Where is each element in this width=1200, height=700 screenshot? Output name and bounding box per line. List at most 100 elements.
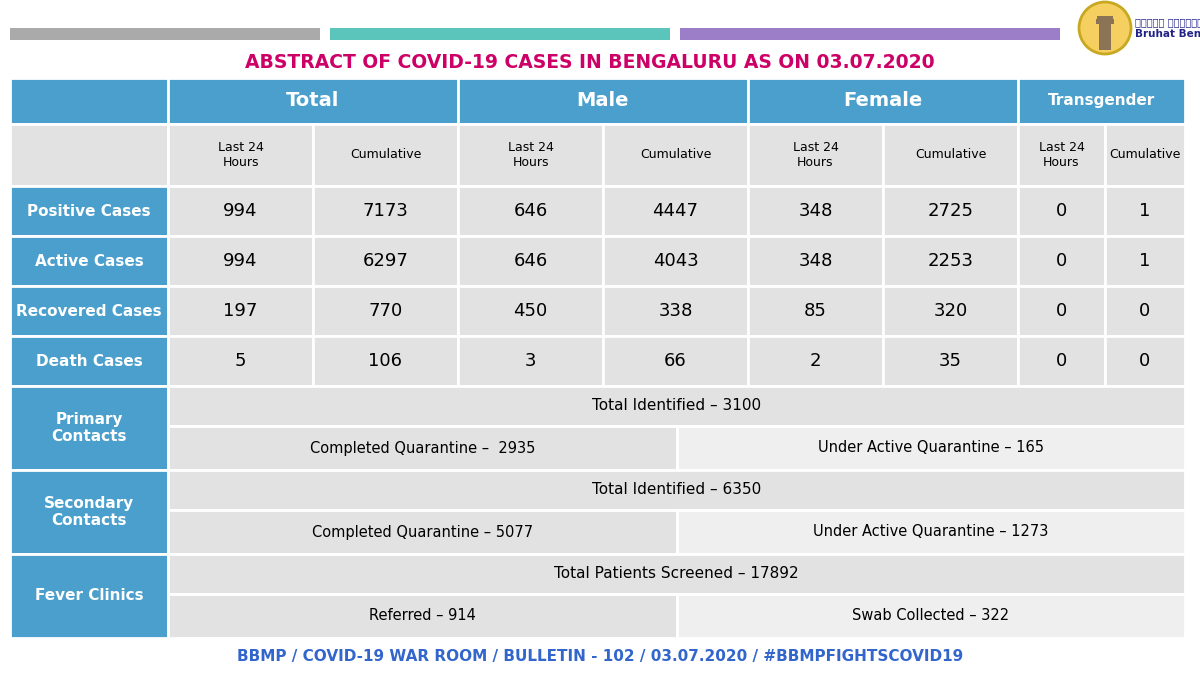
Bar [748, 78, 1018, 124]
Bar [168, 554, 1186, 594]
Bar [748, 336, 883, 386]
Text: 106: 106 [368, 352, 402, 370]
Text: Female: Female [844, 92, 923, 111]
Bar [1105, 236, 1186, 286]
Bar [168, 510, 677, 554]
Bar [10, 78, 168, 124]
Text: Total: Total [287, 92, 340, 111]
Bar [748, 286, 883, 336]
Bar [168, 470, 1186, 510]
Bar [168, 594, 677, 638]
Bar [883, 236, 1018, 286]
Text: 0: 0 [1056, 352, 1067, 370]
Bar [604, 124, 748, 186]
Bar [677, 426, 1186, 470]
Text: Bruhat Bengaluru Mahanagara Palike: Bruhat Bengaluru Mahanagara Palike [1135, 29, 1200, 39]
Text: 0: 0 [1056, 302, 1067, 320]
Text: 646: 646 [514, 252, 547, 270]
Bar [168, 426, 677, 470]
Bar [1099, 22, 1111, 50]
Text: Recovered Cases: Recovered Cases [16, 304, 162, 318]
Text: 320: 320 [934, 302, 967, 320]
Text: Last 24
Hours: Last 24 Hours [1038, 141, 1085, 169]
Text: 4447: 4447 [653, 202, 698, 220]
Bar [313, 124, 458, 186]
Text: Completed Quarantine – 5077: Completed Quarantine – 5077 [312, 524, 533, 540]
Text: 85: 85 [804, 302, 827, 320]
Text: 2725: 2725 [928, 202, 973, 220]
Bar [10, 386, 168, 470]
Text: Death Cases: Death Cases [36, 354, 143, 368]
Text: 0: 0 [1139, 302, 1151, 320]
Text: 1: 1 [1139, 202, 1151, 220]
Text: 0: 0 [1056, 202, 1067, 220]
Text: 66: 66 [664, 352, 686, 370]
Text: Total Identified – 6350: Total Identified – 6350 [592, 482, 761, 498]
Text: 4043: 4043 [653, 252, 698, 270]
Bar [604, 336, 748, 386]
Text: Positive Cases: Positive Cases [28, 204, 151, 218]
Bar [1105, 186, 1186, 236]
Bar [1096, 19, 1114, 24]
Bar [883, 124, 1018, 186]
Bar [680, 28, 1060, 40]
Bar [677, 594, 1186, 638]
Text: Active Cases: Active Cases [35, 253, 143, 269]
Bar [313, 286, 458, 336]
Bar [168, 124, 313, 186]
Circle shape [1079, 2, 1132, 54]
Text: 3: 3 [524, 352, 536, 370]
Text: Under Active Quarantine – 165: Under Active Quarantine – 165 [817, 440, 1044, 456]
Text: Under Active Quarantine – 1273: Under Active Quarantine – 1273 [814, 524, 1049, 540]
Bar [10, 554, 168, 638]
Text: 5: 5 [235, 352, 246, 370]
Bar [883, 286, 1018, 336]
Bar [1097, 16, 1114, 20]
Text: 7173: 7173 [362, 202, 408, 220]
Text: 6297: 6297 [362, 252, 408, 270]
Text: ABSTRACT OF COVID-19 CASES IN BENGALURU AS ON 03.07.2020: ABSTRACT OF COVID-19 CASES IN BENGALURU … [245, 52, 935, 71]
Bar [168, 386, 1186, 426]
Bar [10, 470, 168, 554]
Bar [10, 286, 168, 336]
Bar [10, 186, 168, 236]
Bar [330, 28, 670, 40]
Text: 994: 994 [223, 252, 258, 270]
Bar [10, 236, 168, 286]
Bar [168, 78, 458, 124]
Bar [168, 236, 313, 286]
Bar [458, 124, 604, 186]
Text: Total Patients Screened – 17892: Total Patients Screened – 17892 [554, 566, 799, 582]
Text: Last 24
Hours: Last 24 Hours [217, 141, 264, 169]
Text: Transgender: Transgender [1048, 94, 1156, 108]
Bar [1105, 336, 1186, 386]
Bar [1018, 236, 1105, 286]
Bar [748, 236, 883, 286]
Text: Last 24
Hours: Last 24 Hours [508, 141, 553, 169]
Bar [458, 336, 604, 386]
Text: 197: 197 [223, 302, 258, 320]
Bar [313, 186, 458, 236]
Bar [1018, 186, 1105, 236]
Bar [1105, 286, 1186, 336]
Text: Male: Male [577, 92, 629, 111]
Bar [604, 236, 748, 286]
Text: BBMP / COVID-19 WAR ROOM / BULLETIN - 102 / 03.07.2020 / #BBMPFIGHTSCOVID19: BBMP / COVID-19 WAR ROOM / BULLETIN - 10… [236, 648, 964, 664]
Bar [168, 186, 313, 236]
Bar [604, 186, 748, 236]
Bar [1018, 336, 1105, 386]
Bar [10, 28, 320, 40]
Text: Referred – 914: Referred – 914 [368, 608, 475, 624]
Bar [168, 336, 313, 386]
Bar [1018, 124, 1105, 186]
Text: Cumulative: Cumulative [640, 148, 712, 162]
Text: 338: 338 [659, 302, 692, 320]
Bar [1105, 124, 1186, 186]
Text: Secondary
Contacts: Secondary Contacts [44, 496, 134, 528]
Text: 770: 770 [368, 302, 403, 320]
Text: 2: 2 [810, 352, 821, 370]
Text: Cumulative: Cumulative [350, 148, 421, 162]
Text: 450: 450 [514, 302, 547, 320]
Text: 348: 348 [798, 202, 833, 220]
Bar [458, 186, 604, 236]
